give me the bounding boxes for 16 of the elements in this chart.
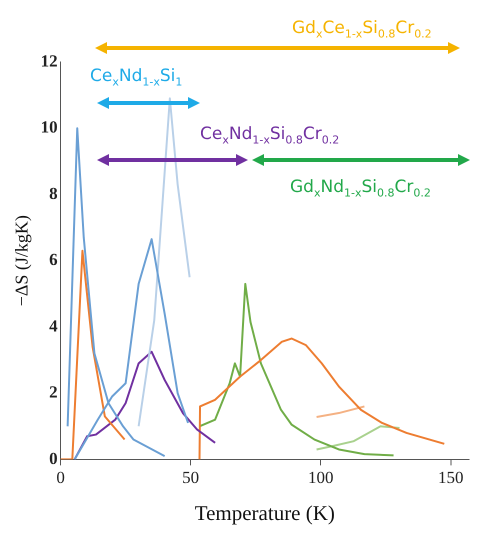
x-tick-label: 150	[438, 468, 464, 488]
text: Gd$_{x}$Ce$_{1-x}$Si$_{0.8}$Cr$_{0.2}$	[292, 18, 432, 40]
y-tick-label: 0	[49, 448, 58, 468]
x-tick-label: 50	[182, 468, 200, 488]
y-tick-label: 6	[49, 250, 58, 270]
y-tick-label: 12	[40, 51, 58, 70]
y-tick-label: 8	[49, 184, 58, 203]
annotation: Ce$_{x}$Nd$_{1-x}$Si$_{1}$	[90, 66, 182, 88]
annotation: Ce$_{x}$Nd$_{1-x}$Si$_{0.8}$Cr$_{0.2}$	[200, 124, 340, 146]
x-axis-title: Temperature (K)	[194, 500, 335, 525]
y-tick-label: 4	[49, 316, 58, 336]
annotation: Gd$_{x}$Nd$_{1-x}$Si$_{0.8}$Cr$_{0.2}$	[290, 177, 431, 200]
y-axis-title: −ΔS (J/kgK)	[12, 215, 32, 306]
x-tick-label: 100	[308, 468, 334, 488]
y-tick-label: 10	[40, 118, 58, 137]
y-tick-label: 2	[49, 382, 58, 402]
